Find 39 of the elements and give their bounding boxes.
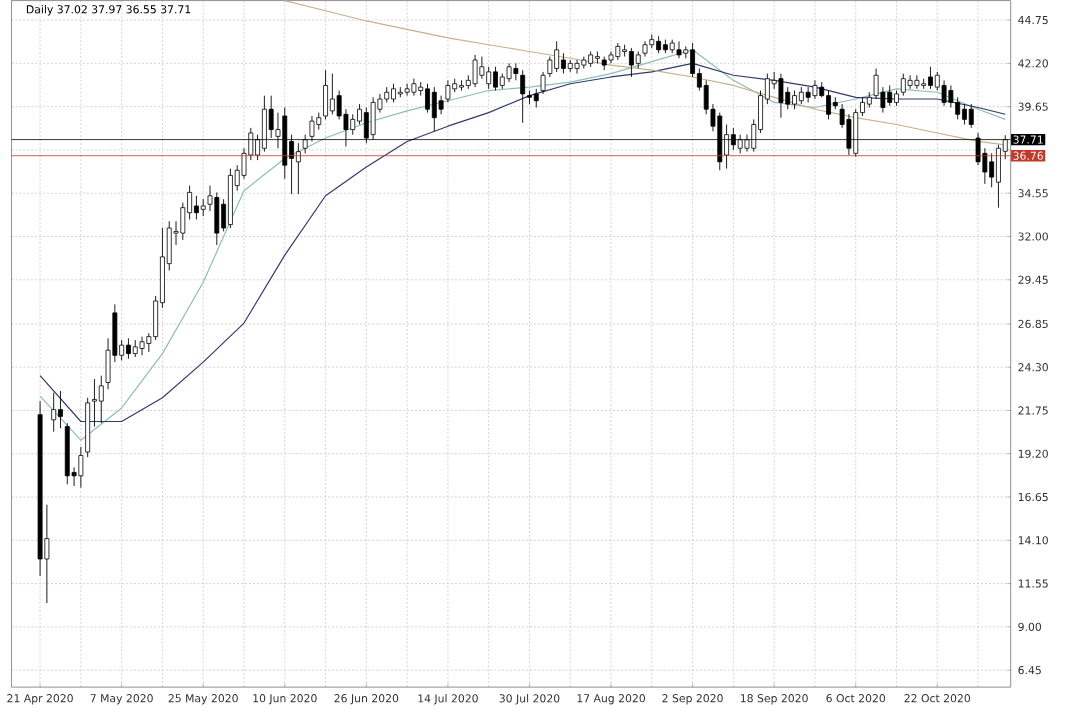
candlestick: [792, 90, 797, 111]
candlestick: [968, 104, 974, 129]
candlestick: [126, 338, 131, 360]
candlestick: [193, 195, 199, 221]
candlestick: [628, 48, 634, 78]
candlestick: [962, 104, 967, 126]
candlestick: [520, 70, 526, 124]
candlestick: [907, 75, 913, 90]
candlestick: [989, 153, 995, 189]
candlestick: [329, 73, 335, 116]
candlestick: [778, 73, 784, 119]
candlestick: [574, 60, 580, 75]
candlestick: [139, 336, 145, 357]
candlestick: [554, 41, 560, 73]
candlestick: [826, 90, 831, 121]
candlestick: [58, 390, 63, 430]
candlestick: [887, 85, 893, 107]
candlestick: [493, 66, 498, 92]
candlestick: [425, 83, 430, 114]
candlestick: [506, 63, 512, 83]
candlestick: [900, 73, 906, 97]
candlestick: [391, 83, 396, 104]
candlestick: [472, 54, 478, 89]
candlestick: [805, 87, 811, 104]
candlestick: [92, 379, 97, 428]
candlestick: [51, 392, 57, 433]
candlestick: [914, 75, 920, 90]
candlestick: [676, 41, 682, 60]
candlestick: [404, 83, 410, 97]
candlestick: [431, 87, 437, 133]
candlestick: [928, 66, 933, 90]
candlestick: [214, 192, 220, 246]
candlestick: [561, 53, 566, 75]
candlestick: [323, 70, 328, 121]
candlestick: [996, 144, 1001, 209]
candlestick: [812, 80, 818, 100]
candlestick: [411, 78, 417, 97]
candlestick: [350, 114, 356, 136]
candlestick: [941, 80, 947, 107]
